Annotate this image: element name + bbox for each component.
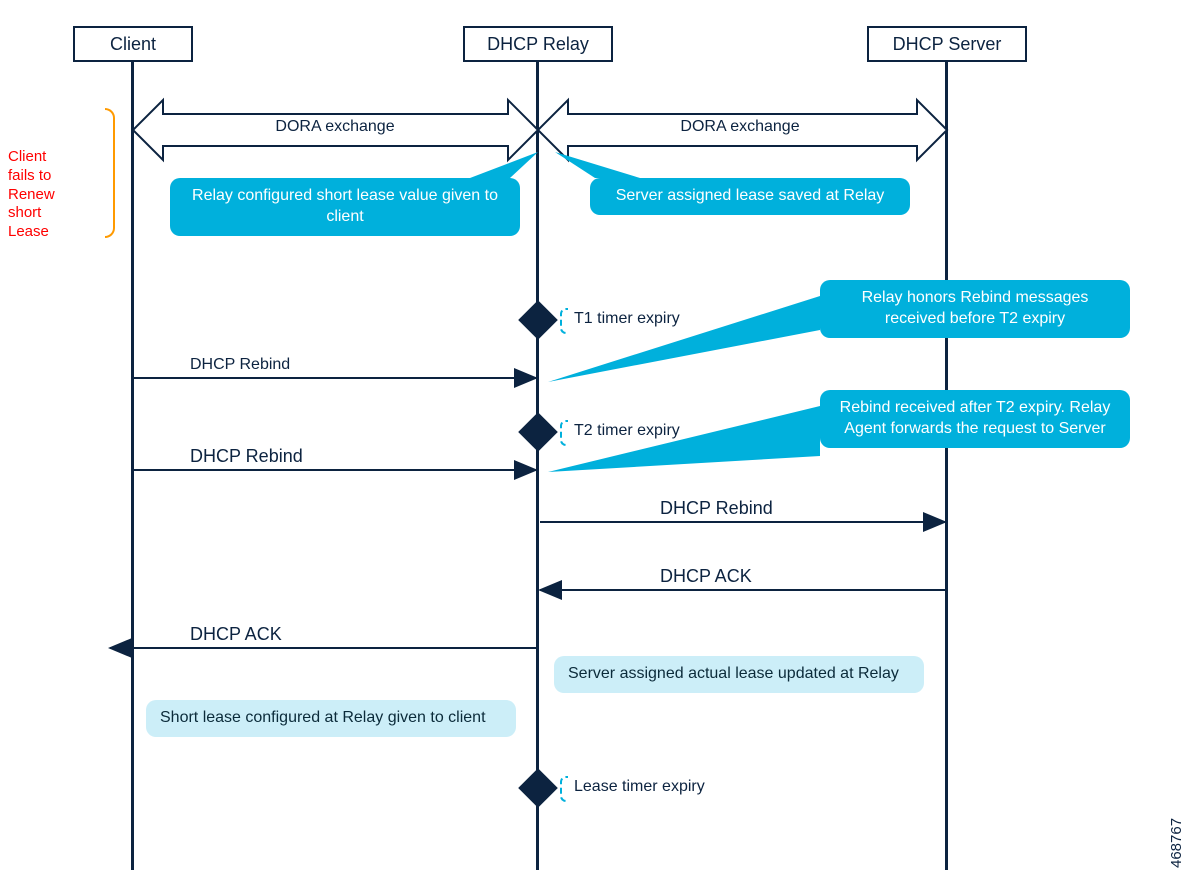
figure-id: 468767 (1168, 818, 1185, 868)
lifeline-relay (536, 62, 539, 870)
callout-c3-text: Relay honors Rebind messages received be… (862, 289, 1089, 327)
timer-t1-text: T1 timer expiry (574, 310, 680, 327)
actor-server: DHCP Server (867, 26, 1027, 62)
msg-m4-label: DHCP ACK (660, 566, 752, 587)
callout-c2: Server assigned lease saved at Relay (590, 178, 910, 215)
callout-c2-text: Server assigned lease saved at Relay (616, 187, 885, 204)
timer-t1-diamond (518, 300, 558, 340)
timer-t2-text: T2 timer expiry (574, 422, 680, 439)
actor-client-label: Client (110, 34, 156, 55)
side-note-l4: Lease (8, 223, 55, 242)
callout-c3-pointer (548, 296, 820, 382)
lifeline-client (131, 62, 134, 870)
callout-c3: Relay honors Rebind messages received be… (820, 280, 1130, 338)
side-note-l2: Renew (8, 186, 55, 205)
callout-c4-text: Rebind received after T2 expiry. Relay A… (840, 399, 1111, 437)
timer-t1-label: T1 timer expiry (574, 310, 680, 328)
callout-c6: Short lease configured at Relay given to… (146, 700, 516, 737)
timer-lease-diamond (518, 768, 558, 808)
actor-client: Client (73, 26, 193, 62)
actor-relay-label: DHCP Relay (487, 34, 589, 55)
msg-m4-text: DHCP ACK (660, 566, 752, 586)
dora-left-text: DORA exchange (275, 118, 394, 135)
dora-right-label: DORA exchange (625, 118, 855, 136)
side-brace (105, 108, 115, 238)
msg-m5-label: DHCP ACK (190, 624, 282, 645)
side-note-l3: short (8, 204, 55, 223)
callout-c1-pointer (470, 152, 538, 178)
timer-t2-label: T2 timer expiry (574, 422, 680, 440)
callout-c5: Server assigned actual lease updated at … (554, 656, 924, 693)
side-note-l1: fails to (8, 167, 55, 186)
actor-server-label: DHCP Server (893, 34, 1002, 55)
side-note: Client fails to Renew short Lease (8, 148, 55, 242)
actor-relay: DHCP Relay (463, 26, 613, 62)
msg-m2-text: DHCP Rebind (190, 446, 303, 466)
msg-m3-label: DHCP Rebind (660, 498, 773, 519)
callout-c2-pointer (555, 152, 640, 178)
callout-c1-text: Relay configured short lease value given… (192, 187, 498, 225)
callout-c1: Relay configured short lease value given… (170, 178, 520, 236)
timer-lease-text: Lease timer expiry (574, 778, 705, 795)
callout-c4: Rebind received after T2 expiry. Relay A… (820, 390, 1130, 448)
figure-id-text: 468767 (1168, 818, 1185, 868)
lifeline-server (945, 62, 948, 870)
msg-m2-label: DHCP Rebind (190, 446, 303, 467)
timer-t2-bracket (560, 420, 568, 446)
dora-left-label: DORA exchange (220, 118, 450, 136)
timer-lease-bracket (560, 776, 568, 802)
callout-c6-text: Short lease configured at Relay given to… (160, 709, 486, 726)
dora-right-text: DORA exchange (680, 118, 799, 135)
msg-m5-text: DHCP ACK (190, 624, 282, 644)
timer-t1-bracket (560, 308, 568, 334)
msg-m1-label: DHCP Rebind (190, 356, 290, 374)
msg-m1-text: DHCP Rebind (190, 356, 290, 373)
msg-m3-text: DHCP Rebind (660, 498, 773, 518)
timer-lease-label: Lease timer expiry (574, 778, 705, 796)
callout-c5-text: Server assigned actual lease updated at … (568, 665, 899, 682)
timer-t2-diamond (518, 412, 558, 452)
side-note-l0: Client (8, 148, 55, 167)
sequence-diagram: Client DHCP Relay DHCP Server (0, 0, 1200, 882)
